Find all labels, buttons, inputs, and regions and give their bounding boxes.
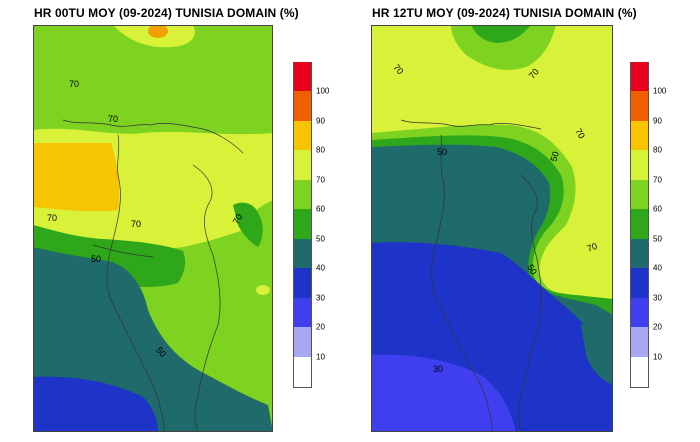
colorbar-swatch-red (293, 62, 312, 91)
colorbar-label: 20 (316, 322, 325, 332)
colorbar-swatch-lightblue (293, 298, 312, 327)
contour-label: 50 (154, 345, 168, 359)
colorbar-swatch-lavender (630, 327, 649, 357)
left-borders (62, 119, 244, 432)
left-east-darkgreen (233, 202, 263, 247)
right-colorbar: 100 90 80 70 60 50 40 30 20 10 (630, 62, 680, 388)
contour-label: 30 (433, 364, 443, 374)
left-yellow-spot (256, 285, 270, 295)
colorbar-swatch-gold (630, 121, 649, 150)
colorbar-label: 10 (316, 352, 325, 362)
colorbar-label: 70 (316, 175, 325, 185)
colorbar-swatch-lightblue (630, 298, 649, 327)
colorbar-label: 50 (316, 234, 325, 244)
colorbar-label: 20 (653, 322, 662, 332)
colorbar-label: 60 (653, 204, 662, 214)
colorbar-label: 80 (653, 145, 662, 155)
colorbar-swatch-gold (293, 121, 312, 150)
colorbar-swatch-white (630, 357, 649, 388)
left-blue-region (33, 376, 158, 432)
contour-label: 70 (108, 114, 118, 124)
colorbar-swatch-green (293, 180, 312, 209)
colorbar-label: 60 (316, 204, 325, 214)
contour-label: 70 (573, 127, 587, 141)
right-southeast-teal (581, 323, 613, 385)
colorbar-swatch-darkgreen (293, 209, 312, 239)
contour-label: 70 (47, 213, 57, 223)
colorbar-label: 90 (316, 116, 325, 126)
contour-label: 50 (549, 150, 561, 162)
colorbar-label: 70 (653, 175, 662, 185)
right-panel-title: HR 12TU MOY (09-2024) TUNISIA DOMAIN (%) (372, 6, 637, 20)
colorbar-swatch-orange (293, 91, 312, 121)
right-north-green (451, 25, 556, 70)
colorbar-swatch-darkgreen (630, 209, 649, 239)
colorbar-swatch-blue (293, 268, 312, 298)
right-borders (400, 119, 542, 432)
colorbar-label: 80 (316, 145, 325, 155)
colorbar-label: 30 (653, 293, 662, 303)
colorbar-label: 90 (653, 116, 662, 126)
colorbar-label: 10 (653, 352, 662, 362)
colorbar-swatch-orange (630, 91, 649, 121)
colorbar-swatch-red (630, 62, 649, 91)
colorbar-label: 100 (653, 86, 667, 96)
contour-label: 50 (91, 254, 101, 264)
contour-label: 70 (391, 62, 405, 76)
right-map: 70 70 70 50 50 70 50 30 (371, 25, 613, 432)
colorbar-swatch-teal (293, 239, 312, 268)
colorbar-label: 100 (316, 86, 330, 96)
colorbar-swatch-yellowgreen (293, 150, 312, 180)
colorbar-label: 40 (316, 263, 325, 273)
contour-label: 70 (527, 67, 541, 81)
colorbar-swatch-yellowgreen (630, 150, 649, 180)
contour-label: 50 (437, 147, 447, 157)
left-orange-spot (148, 25, 168, 38)
contour-label: 50 (525, 263, 539, 277)
colorbar-label: 50 (653, 234, 662, 244)
colorbar-label: 40 (653, 263, 662, 273)
contour-label: 70 (131, 219, 141, 229)
right-yellow-spot (564, 245, 608, 275)
colorbar-label: 30 (316, 293, 325, 303)
right-north-darkgreen (471, 25, 531, 43)
contour-label: 70 (69, 79, 79, 89)
colorbar-swatch-white (293, 357, 312, 388)
left-map: 70 70 70 70 70 50 50 (33, 25, 273, 432)
left-gold-region (33, 143, 120, 212)
colorbar-swatch-lavender (293, 327, 312, 357)
left-colorbar: 100 90 80 70 60 50 40 30 20 10 (293, 62, 343, 388)
right-lightblue-region (371, 354, 516, 432)
contour-label: 70 (586, 241, 599, 254)
colorbar-swatch-blue (630, 268, 649, 298)
colorbar-swatch-teal (630, 239, 649, 268)
left-panel-title: HR 00TU MOY (09-2024) TUNISIA DOMAIN (%) (34, 6, 299, 20)
contour-label: 70 (231, 212, 245, 226)
colorbar-swatch-green (630, 180, 649, 209)
